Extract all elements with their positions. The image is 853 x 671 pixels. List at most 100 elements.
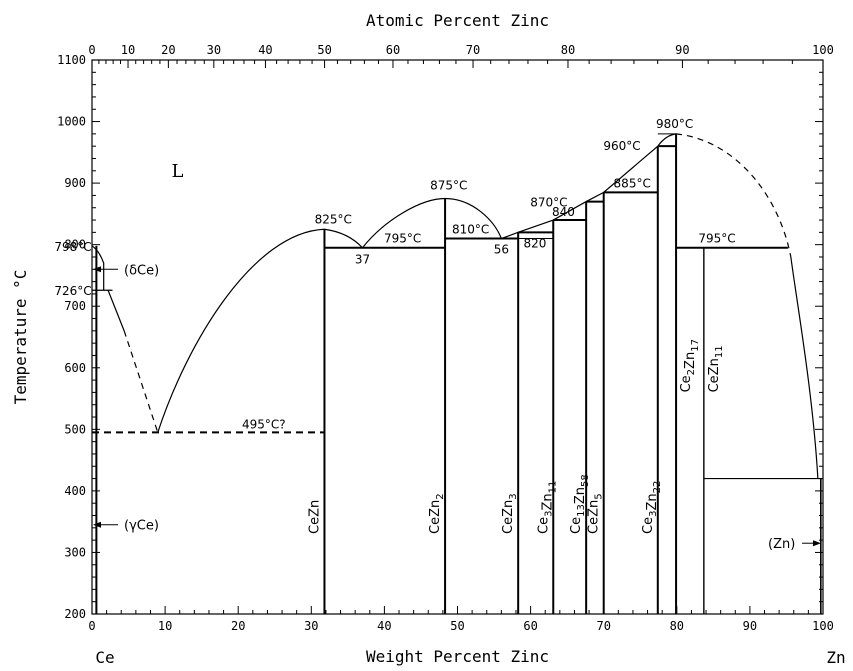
formula-part: Ce: [569, 517, 584, 534]
invariant-label-0: 798°C: [54, 240, 91, 254]
formula-part: Ce: [679, 375, 694, 392]
bottom-axis-title: Weight Percent Zinc: [366, 647, 549, 666]
bottom-tick-label: 30: [304, 619, 318, 633]
bottom-tick-label: 20: [231, 619, 245, 633]
compound-label-4: Ce13Zn58: [569, 474, 591, 534]
top-tick-label: 20: [161, 43, 175, 57]
invariant-label-7: 960°C: [603, 139, 640, 153]
rising-liquidus: [501, 133, 677, 240]
y-tick-label: 1000: [57, 115, 86, 129]
liquidus-ce-dashed: [123, 330, 159, 433]
compound-label-5: CeZn5: [587, 493, 605, 534]
formula-part: CeZn: [707, 358, 722, 392]
compound-label-6: Ce3Zn22: [641, 481, 663, 534]
invariant-label-10: 840: [552, 205, 575, 219]
compound-label-7: Ce2Zn17: [679, 339, 701, 392]
formula-part: CeZn: [307, 500, 322, 534]
compound-label-1: CeZn2: [428, 493, 446, 534]
annotations: CeZn CeZn2CeZn3Ce3Zn11Ce13Zn58CeZn5Ce3Zn2…: [54, 117, 821, 552]
invariant-label-9: 885°C: [614, 176, 651, 190]
subscript: 13: [576, 504, 587, 517]
formula-part: Zn: [573, 487, 588, 504]
top-tick-label: 100: [812, 43, 834, 57]
formula-part: CeZn: [428, 500, 443, 534]
formula-part: Zn: [683, 352, 698, 369]
y-tick-label: 300: [64, 545, 86, 559]
subscript: 3: [508, 493, 519, 499]
y-tick-label: 900: [64, 176, 86, 190]
liquidus-right-solid: [790, 256, 819, 479]
gamma-ce-label: (γCe): [124, 519, 159, 534]
plot-border: [91, 59, 824, 615]
top-tick-label: 0: [88, 43, 95, 57]
axis-ticks: 0 10 20 30 40 50 60 70 80 90 100200300400500600700…: [11, 11, 846, 667]
subscript: 2: [435, 493, 446, 499]
invariant-label-15: 56: [494, 243, 509, 257]
y-tick-label: 800: [64, 238, 86, 252]
subscript: 17: [690, 339, 701, 352]
right-element-label: Zn: [826, 648, 845, 667]
bottom-tick-label: 0: [88, 619, 95, 633]
subscript: 5: [594, 493, 605, 499]
liquidus-right-dashed: [676, 133, 792, 258]
bottom-tick-label: 50: [450, 619, 464, 633]
formula-part: Zn: [540, 493, 555, 510]
top-tick-label: 60: [386, 43, 400, 57]
subscript: 11: [547, 481, 558, 494]
delta-ce-label: (δCe): [124, 263, 159, 278]
bottom-tick-label: 100: [812, 619, 834, 633]
subscript: 3: [648, 511, 659, 517]
invariant-label-3: 795°C: [384, 232, 421, 246]
y-tick-label: 600: [64, 361, 86, 375]
invariant-label-5: 810°C: [452, 223, 489, 237]
invariant-label-12: 795°C: [698, 232, 735, 246]
bottom-tick-label: 70: [596, 619, 610, 633]
top-tick-label: 80: [561, 43, 575, 57]
invariant-label-11: 820: [524, 236, 547, 250]
top-tick-label: 70: [466, 43, 480, 57]
compound-label-8: CeZn11: [707, 345, 725, 392]
compound-label-0: CeZn: [307, 500, 322, 534]
bottom-tick-label: 40: [377, 619, 391, 633]
liquid-label: L: [172, 161, 184, 182]
left-element-label: Ce: [95, 648, 114, 667]
subscript: 58: [580, 474, 591, 487]
zn-arrowhead: [813, 540, 821, 547]
bottom-tick-label: 80: [670, 619, 684, 633]
subscript: 11: [714, 345, 725, 358]
y-tick-label: 200: [64, 607, 86, 621]
zn-label: (Zn): [768, 537, 795, 552]
formula-part: CeZn: [501, 500, 516, 534]
compound-label-2: CeZn3: [501, 493, 519, 534]
formula-part: Zn: [645, 493, 660, 510]
subscript: 22: [652, 481, 663, 494]
subscript: 2: [686, 369, 697, 375]
invariant-label-13: 495°C?: [242, 417, 286, 431]
y-tick-label: 700: [64, 299, 86, 313]
liquidus-ce-solid: [107, 289, 125, 332]
bottom-tick-label: 90: [743, 619, 757, 633]
invariant-label-8: 980°C: [656, 117, 693, 131]
plot-frame: [91, 59, 824, 615]
invariant-label-6: 870°C: [530, 196, 567, 210]
y-tick-label: 500: [64, 422, 86, 436]
compound-label-3: Ce3Zn11: [536, 481, 558, 534]
bottom-tick-label: 10: [158, 619, 172, 633]
top-tick-label: 40: [258, 43, 272, 57]
subscript: 3: [543, 511, 554, 517]
top-tick-label: 50: [317, 43, 331, 57]
liquidus-cezn-eutectic: [324, 228, 363, 249]
phase-boundaries: [91, 133, 823, 614]
invariant-label-2: 825°C: [315, 212, 352, 226]
formula-part: Ce: [641, 517, 656, 534]
invariant-label-1: 726°C: [54, 284, 91, 298]
delta-ce-arrowhead: [93, 266, 101, 273]
formula-part: CeZn: [587, 500, 602, 534]
liquidus-to-cezn: [157, 228, 325, 433]
invariant-label-14: 37: [355, 253, 370, 267]
invariant-label-4: 875°C: [430, 179, 467, 193]
y-tick-label: 400: [64, 484, 86, 498]
y-axis-title: Temperature °C: [11, 270, 30, 405]
gamma-ce-arrowhead: [93, 521, 101, 528]
formula-part: Ce: [536, 517, 551, 534]
